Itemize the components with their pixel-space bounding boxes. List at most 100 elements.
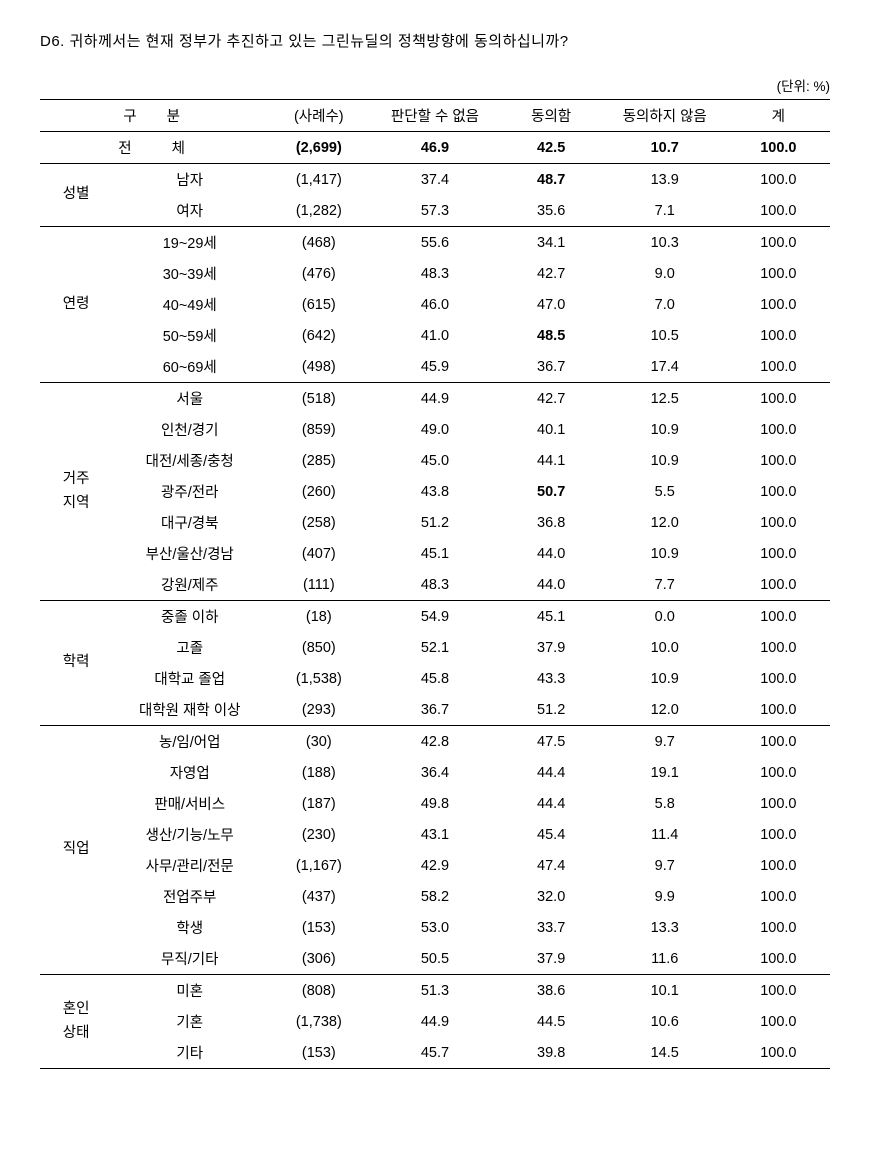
cell-v2: 45.4: [500, 819, 603, 850]
cell-n: (808): [267, 975, 370, 1007]
cell-n: (30): [267, 726, 370, 758]
cell-v2: 48.7: [500, 164, 603, 196]
group-label: 성별: [40, 164, 112, 227]
cell-total: 100.0: [727, 694, 830, 726]
cell-n: (306): [267, 943, 370, 975]
cell-total: 100.0: [727, 975, 830, 1007]
subcategory: 자영업: [112, 757, 267, 788]
cell-v2: 38.6: [500, 975, 603, 1007]
group-label: 학력: [40, 601, 112, 726]
subcategory: 50~59세: [112, 320, 267, 351]
cell-v2: 44.0: [500, 569, 603, 601]
cell-v1: 41.0: [370, 320, 499, 351]
cell-n: (18): [267, 601, 370, 633]
header-v2: 동의함: [500, 100, 603, 132]
cell-v3: 12.0: [603, 507, 727, 538]
cell-n: (1,738): [267, 1006, 370, 1037]
subcategory: 19~29세: [112, 227, 267, 259]
group-label: 직업: [40, 726, 112, 975]
cell-v1: 45.9: [370, 351, 499, 383]
cell-total: 100.0: [727, 164, 830, 196]
cell-v2: 42.7: [500, 383, 603, 415]
cell-total: 100.0: [727, 414, 830, 445]
cell-n: (260): [267, 476, 370, 507]
cell-v3: 7.7: [603, 569, 727, 601]
cell-v1: 45.1: [370, 538, 499, 569]
cell-v3: 7.0: [603, 289, 727, 320]
cell-total: 100.0: [727, 757, 830, 788]
cell-v3: 17.4: [603, 351, 727, 383]
cell-n: (437): [267, 881, 370, 912]
cell-total: 100.0: [727, 289, 830, 320]
group-label: 혼인상태: [40, 975, 112, 1069]
cell-n: (859): [267, 414, 370, 445]
cell-n: (850): [267, 632, 370, 663]
table-row: 강원/제주(111)48.344.07.7100.0: [40, 569, 830, 601]
total-v3: 10.7: [603, 132, 727, 164]
cell-total: 100.0: [727, 1006, 830, 1037]
cell-v1: 51.2: [370, 507, 499, 538]
cell-n: (153): [267, 1037, 370, 1069]
cell-v2: 47.5: [500, 726, 603, 758]
total-label: 전체: [40, 132, 267, 164]
subcategory: 여자: [112, 195, 267, 227]
table-row: 기혼(1,738)44.944.510.6100.0: [40, 1006, 830, 1037]
header-n: (사례수): [267, 100, 370, 132]
subcategory: 강원/제주: [112, 569, 267, 601]
cell-n: (642): [267, 320, 370, 351]
total-n: (2,699): [267, 132, 370, 164]
cell-total: 100.0: [727, 227, 830, 259]
cell-n: (1,167): [267, 850, 370, 881]
cell-v3: 13.3: [603, 912, 727, 943]
cell-v3: 10.9: [603, 414, 727, 445]
cell-v1: 37.4: [370, 164, 499, 196]
total-v2: 42.5: [500, 132, 603, 164]
cell-n: (476): [267, 258, 370, 289]
cell-v3: 10.1: [603, 975, 727, 1007]
subcategory: 광주/전라: [112, 476, 267, 507]
cell-v2: 40.1: [500, 414, 603, 445]
cell-total: 100.0: [727, 943, 830, 975]
cell-v3: 7.1: [603, 195, 727, 227]
cell-v3: 10.5: [603, 320, 727, 351]
cell-v1: 49.8: [370, 788, 499, 819]
cell-total: 100.0: [727, 195, 830, 227]
cell-v2: 45.1: [500, 601, 603, 633]
subcategory: 기혼: [112, 1006, 267, 1037]
header-v1: 판단할 수 없음: [370, 100, 499, 132]
cell-v2: 32.0: [500, 881, 603, 912]
table-row: 연령19~29세(468)55.634.110.3100.0: [40, 227, 830, 259]
cell-n: (1,538): [267, 663, 370, 694]
subcategory: 전업주부: [112, 881, 267, 912]
cell-v2: 44.1: [500, 445, 603, 476]
subcategory: 농/임/어업: [112, 726, 267, 758]
cell-total: 100.0: [727, 538, 830, 569]
group-label: 거주지역: [40, 383, 112, 601]
cell-total: 100.0: [727, 819, 830, 850]
cell-v3: 14.5: [603, 1037, 727, 1069]
table-row: 자영업(188)36.444.419.1100.0: [40, 757, 830, 788]
subcategory: 고졸: [112, 632, 267, 663]
cell-v2: 35.6: [500, 195, 603, 227]
subcategory: 생산/기능/노무: [112, 819, 267, 850]
cell-v1: 58.2: [370, 881, 499, 912]
cell-v2: 48.5: [500, 320, 603, 351]
cell-total: 100.0: [727, 445, 830, 476]
cell-v3: 10.3: [603, 227, 727, 259]
cell-n: (111): [267, 569, 370, 601]
cell-v1: 44.9: [370, 1006, 499, 1037]
cell-total: 100.0: [727, 726, 830, 758]
cell-v3: 10.0: [603, 632, 727, 663]
subcategory: 40~49세: [112, 289, 267, 320]
cell-v1: 45.8: [370, 663, 499, 694]
cell-v3: 10.9: [603, 663, 727, 694]
cell-v1: 49.0: [370, 414, 499, 445]
subcategory: 60~69세: [112, 351, 267, 383]
cell-v1: 44.9: [370, 383, 499, 415]
cell-total: 100.0: [727, 881, 830, 912]
subcategory: 30~39세: [112, 258, 267, 289]
cell-v2: 44.4: [500, 788, 603, 819]
cell-v1: 55.6: [370, 227, 499, 259]
cell-v1: 43.1: [370, 819, 499, 850]
cell-v1: 48.3: [370, 258, 499, 289]
